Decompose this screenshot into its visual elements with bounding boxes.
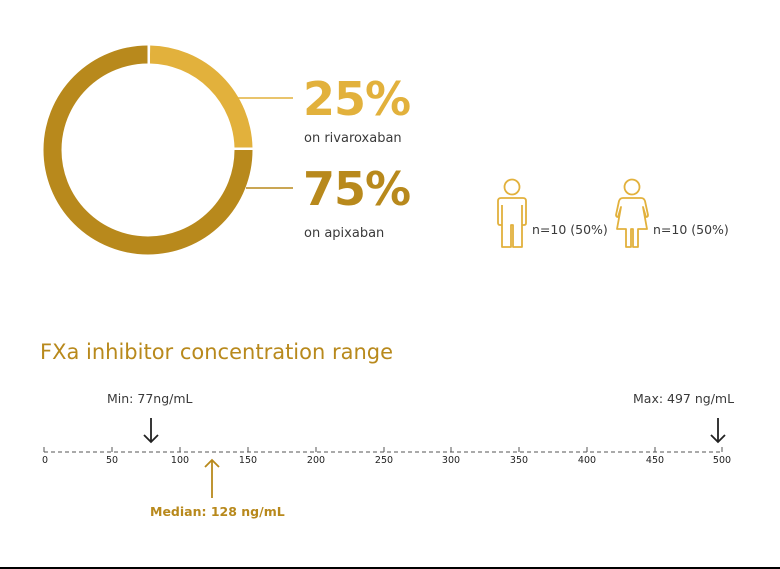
median-label: Median: 128 ng/mL xyxy=(150,504,285,519)
female-count: n=10 (50%) xyxy=(653,222,729,237)
tick-label: 250 xyxy=(374,455,394,466)
donut-segment-rivaroxaban xyxy=(149,45,253,149)
tick-label: 500 xyxy=(712,455,732,466)
bottom-divider xyxy=(0,567,780,569)
min-label: Min: 77ng/mL xyxy=(107,391,193,406)
rivaroxaban-percent: 25% xyxy=(303,72,411,126)
male-person-icon xyxy=(497,178,527,248)
tick-label: 150 xyxy=(238,455,258,466)
min-arrow-icon xyxy=(143,418,159,444)
range-title: FXa inhibitor concentration range xyxy=(40,340,394,364)
apixaban-percent: 75% xyxy=(303,162,411,216)
female-person-icon xyxy=(615,178,649,248)
tick-label: 300 xyxy=(441,455,461,466)
median-arrow-icon xyxy=(204,458,220,498)
tick-label: 50 xyxy=(105,455,119,466)
male-count: n=10 (50%) xyxy=(532,222,608,237)
tick-label: 350 xyxy=(509,455,529,466)
tick-label: 400 xyxy=(577,455,597,466)
apixaban-label: on apixaban xyxy=(304,226,385,241)
max-label: Max: 497 ng/mL xyxy=(633,391,735,406)
donut-chart xyxy=(43,42,293,255)
tick-label: 100 xyxy=(170,455,190,466)
concentration-axis xyxy=(43,418,726,498)
donut-segment-apixaban xyxy=(43,45,253,255)
tick-label: 450 xyxy=(645,455,665,466)
tick-label: 0 xyxy=(41,455,49,466)
rivaroxaban-label: on rivaroxaban xyxy=(304,131,402,146)
tick-label: 200 xyxy=(306,455,326,466)
max-arrow-icon xyxy=(710,418,726,444)
